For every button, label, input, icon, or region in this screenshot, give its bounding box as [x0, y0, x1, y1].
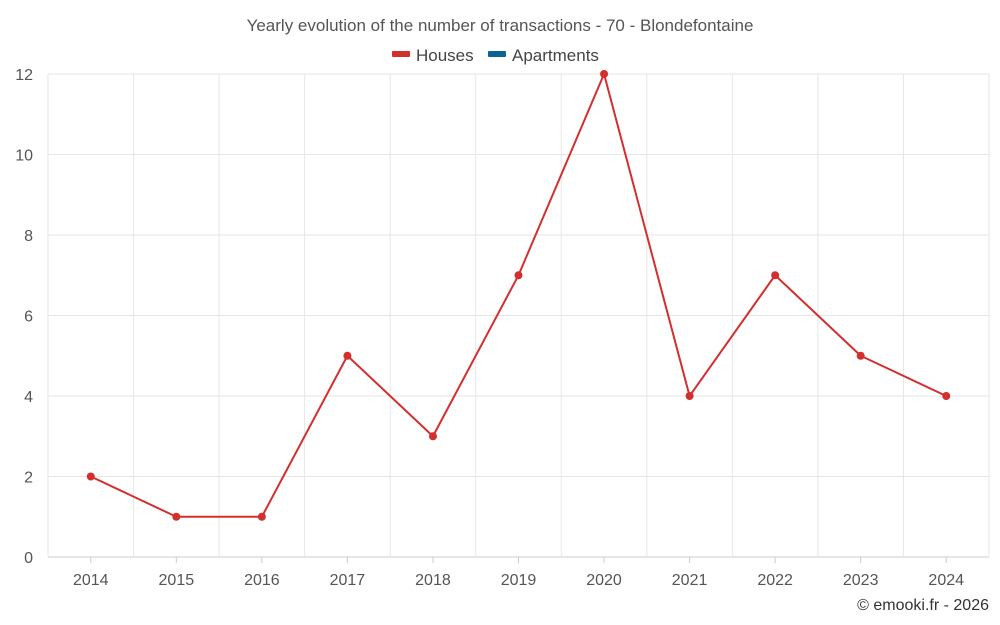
data-point-houses[interactable]: [856, 351, 865, 360]
credit-text: © emooki.fr - 2026: [857, 597, 989, 614]
x-tick-label: 2019: [501, 572, 537, 589]
grid: [47, 73, 990, 558]
data-point-houses[interactable]: [600, 70, 609, 78]
legend-swatch-houses: [392, 51, 410, 57]
data-point-houses[interactable]: [257, 512, 266, 521]
chart-title: Yearly evolution of the number of transa…: [247, 16, 754, 35]
y-tick-label: 12: [15, 67, 33, 84]
legend-label-apartments: Apartments: [512, 46, 599, 65]
y-tick-label: 4: [24, 389, 33, 406]
x-tick-label: 2020: [586, 572, 622, 589]
legend-item-houses[interactable]: Houses: [392, 46, 474, 65]
x-tick-label: 2018: [415, 572, 451, 589]
data-point-houses[interactable]: [514, 271, 523, 280]
legend: Houses Apartments: [392, 46, 599, 65]
data-point-houses[interactable]: [172, 512, 181, 521]
data-point-houses[interactable]: [685, 392, 694, 400]
x-tick-label: 2016: [244, 572, 280, 589]
x-axis-ticks: 2014 2015 2016 2017 2018 2019 2020 2021 2022 2023…: [73, 557, 964, 589]
x-tick-label: 2024: [928, 572, 964, 589]
series-layer: [86, 70, 951, 521]
x-tick-label: 2022: [757, 572, 793, 589]
y-tick-label: 8: [24, 228, 33, 245]
x-tick-label: 2014: [73, 572, 109, 589]
legend-item-apartments[interactable]: Apartments: [488, 46, 599, 65]
legend-swatch-apartments: [488, 51, 506, 57]
y-tick-label: 0: [24, 550, 33, 567]
data-point-houses[interactable]: [343, 351, 352, 360]
y-tick-label: 2: [24, 470, 33, 487]
y-axis-ticks: 0 2 4 6 8 10 12: [15, 67, 33, 567]
data-point-houses[interactable]: [771, 271, 780, 280]
x-tick-label: 2015: [159, 572, 195, 589]
legend-label-houses: Houses: [416, 46, 474, 65]
data-point-houses[interactable]: [428, 432, 437, 441]
y-tick-label: 10: [15, 148, 33, 165]
data-point-houses[interactable]: [86, 472, 95, 481]
x-tick-label: 2017: [330, 572, 366, 589]
x-tick-label: 2023: [843, 572, 879, 589]
data-point-houses[interactable]: [942, 392, 951, 400]
y-tick-label: 6: [24, 309, 33, 326]
x-tick-label: 2021: [672, 572, 708, 589]
